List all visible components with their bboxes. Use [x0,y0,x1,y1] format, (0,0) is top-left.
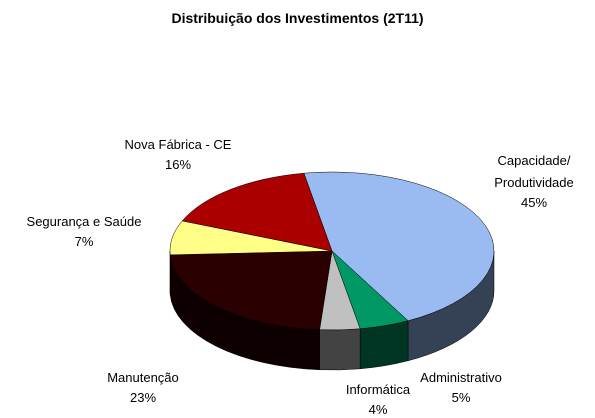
chart-title: Distribuição dos Investimentos (2T11) [171,10,424,26]
slice [181,172,333,252]
slice-label: Capacidade/ Produtividade [494,153,574,190]
slice-label: Nova Fábrica - CE [124,137,232,152]
slice [303,171,495,322]
slice-label: Administrativo [420,370,502,385]
slice [169,250,333,331]
slice-value-label: 7% [74,234,94,249]
slice-value-label: 45% [520,195,548,210]
slice-side [319,328,361,371]
slice-value-label: 5% [451,390,471,405]
slice-value-label: 23% [129,390,157,405]
slice-label: Manutenção [107,370,179,385]
slice-label: Informática [345,382,411,397]
slice-label: Segurança e Saúde [26,214,142,229]
slice-value-label: 16% [164,157,192,172]
slice-value-label: 4% [368,402,388,417]
